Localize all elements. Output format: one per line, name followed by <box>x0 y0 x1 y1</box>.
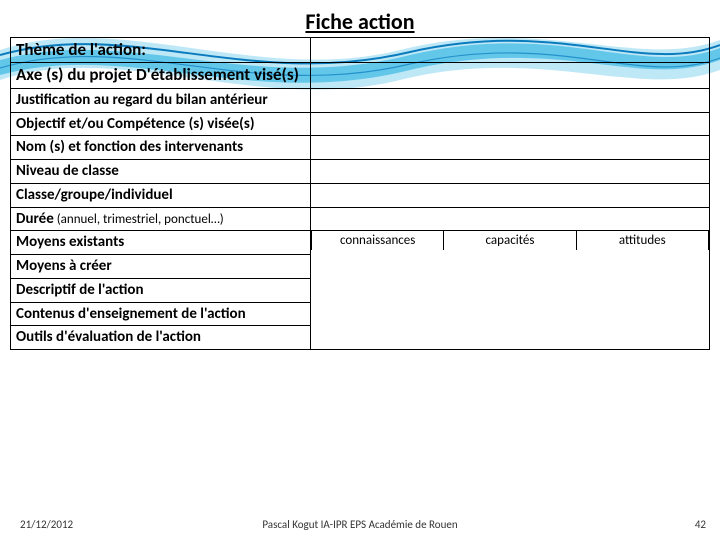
cell-empty <box>311 112 710 136</box>
row-obj: Objectif et/ou Compétence (s) visée(s) <box>11 112 311 136</box>
row-contenus: Contenus d'enseignement de l'action <box>11 302 311 326</box>
row-duree: Durée (annuel, trimestriel, ponctuel…) <box>11 207 311 231</box>
row-moyens-ex: Moyens existants <box>11 231 311 255</box>
cell-empty <box>311 207 710 231</box>
cell-empty <box>311 88 710 112</box>
row-descriptif: Descriptif de l'action <box>11 278 311 302</box>
subcol-connaissances: connaissances <box>312 231 444 250</box>
row-outils: Outils d'évaluation de l'action <box>11 326 311 350</box>
footer: 21/12/2012 Pascal Kogut IA-IPR EPS Acadé… <box>0 518 720 536</box>
row-axe: Axe (s) du projet D'établissement visé(s… <box>11 63 311 88</box>
page-title: Fiche action <box>10 8 710 35</box>
cell-subcols: connaissances capacités attitudes <box>311 231 710 350</box>
cell-empty <box>311 160 710 184</box>
fiche-table: Thème de l'action: Axe (s) du projet D'é… <box>10 37 710 350</box>
row-niveau: Niveau de classe <box>11 160 311 184</box>
footer-page: 42 <box>695 518 706 531</box>
cell-empty <box>311 183 710 207</box>
cell-empty <box>311 136 710 160</box>
row-justif: Justification au regard du bilan antérie… <box>11 88 311 112</box>
cell-empty <box>311 63 710 88</box>
row-moyens-creer: Moyens à créer <box>11 255 311 279</box>
footer-author: Pascal Kogut IA-IPR EPS Académie de Roue… <box>0 518 720 531</box>
subcol-capacites: capacités <box>444 231 576 250</box>
row-classe: Classe/groupe/individuel <box>11 183 311 207</box>
row-nom: Nom (s) et fonction des intervenants <box>11 136 311 160</box>
row-theme: Thème de l'action: <box>11 38 311 63</box>
cell-empty <box>311 38 710 63</box>
subcol-attitudes: attitudes <box>576 231 708 250</box>
